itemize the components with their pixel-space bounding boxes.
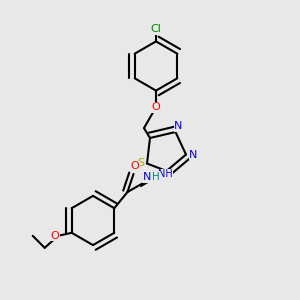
Text: Cl: Cl: [151, 24, 161, 34]
Text: S: S: [137, 158, 145, 169]
Text: N: N: [189, 149, 198, 160]
Text: H: H: [152, 172, 160, 182]
Text: N: N: [174, 121, 183, 131]
Text: O: O: [50, 231, 59, 241]
Text: NH: NH: [158, 169, 173, 179]
Text: O: O: [130, 161, 140, 172]
Text: O: O: [152, 102, 160, 112]
Text: N: N: [143, 172, 151, 182]
